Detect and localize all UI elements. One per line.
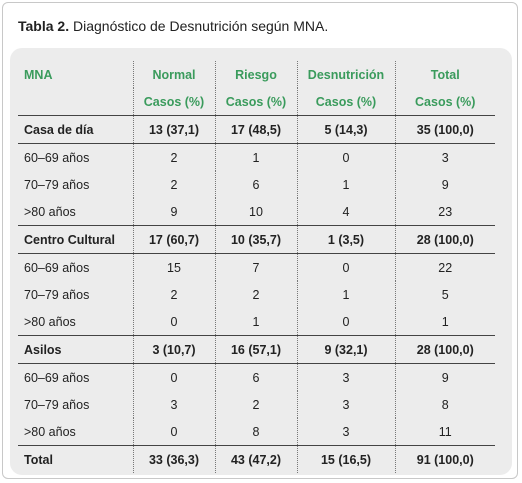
cell: 0 <box>132 363 215 391</box>
cell: 3 (10,7) <box>132 335 215 364</box>
cell: 0 <box>296 253 395 281</box>
data-row: 60–69 años 15 7 0 22 <box>18 253 495 281</box>
cell: 9 <box>394 363 495 391</box>
cell: >80 años <box>24 424 76 439</box>
cell: 1 <box>214 143 297 171</box>
cell: 35 (100,0) <box>394 115 495 144</box>
cell: 7 <box>214 253 297 281</box>
data-row: 70–79 años 3 2 3 8 <box>18 391 495 418</box>
cell: 1 <box>296 171 395 198</box>
total-row: Total 33 (36,3) 43 (47,2) 15 (16,5) 91 (100,… <box>18 445 495 473</box>
cell: 28 (100,0) <box>394 335 495 364</box>
subheader-cell: Casos (%) <box>296 88 395 116</box>
header-cell: Desnutrición <box>296 61 395 88</box>
cell: 2 <box>214 391 297 418</box>
header-cell: Riesgo <box>214 61 297 88</box>
cell: 3 <box>132 391 215 418</box>
cell: 3 <box>296 363 395 391</box>
group-row: Centro Cultural 17 (60,7) 10 (35,7) 1 (3,5)… <box>18 225 495 254</box>
data-row: >80 años 0 1 0 1 <box>18 308 495 336</box>
cell: 60–69 años <box>24 370 90 385</box>
cell: Total <box>18 445 133 473</box>
cell: 11 <box>394 418 495 446</box>
cell: 8 <box>214 418 297 446</box>
cell: 22 <box>394 253 495 281</box>
cell: 6 <box>214 363 297 391</box>
cell: 0 <box>296 308 395 336</box>
group-row: Casa de día 13 (37,1) 17 (48,5) 5 (14,3) 35 … <box>18 115 495 144</box>
cell: 23 <box>394 198 495 226</box>
cell: Asilos <box>18 335 133 364</box>
subheader-cell: Casos (%) <box>132 88 215 116</box>
cell: 2 <box>132 171 215 198</box>
cell: 3 <box>296 391 395 418</box>
cell: 8 <box>394 391 495 418</box>
cell: 0 <box>296 143 395 171</box>
cell: 60–69 años <box>24 260 90 275</box>
cell: 70–79 años <box>24 287 90 302</box>
data-row: 60–69 años 2 1 0 3 <box>18 143 495 171</box>
cell: 43 (47,2) <box>214 445 297 473</box>
table-caption: Tabla 2. Diagnóstico de Desnutrición seg… <box>18 18 328 34</box>
cell: 9 <box>394 171 495 198</box>
caption-label: Tabla 2. <box>18 18 70 34</box>
cell: 70–79 años <box>24 397 90 412</box>
data-row: 70–79 años 2 6 1 9 <box>18 171 495 198</box>
subheader-row: Casos (%) Casos (%) Casos (%) Casos (%) <box>18 88 495 116</box>
cell: 17 (60,7) <box>132 225 215 254</box>
cell: >80 años <box>24 314 76 329</box>
cell: 0 <box>132 308 215 336</box>
cell: 15 (16,5) <box>296 445 395 473</box>
frame <box>2 2 518 479</box>
cell: 28 (100,0) <box>394 225 495 254</box>
cell: 4 <box>296 198 395 226</box>
cell: 3 <box>394 143 495 171</box>
cell: 33 (36,3) <box>132 445 215 473</box>
header-cell: Total <box>394 61 495 88</box>
cell: 60–69 años <box>24 150 90 165</box>
cell: 6 <box>214 171 297 198</box>
cell: 0 <box>132 418 215 446</box>
empty-cell <box>18 88 133 116</box>
header-row: MNA Normal Riesgo Desnutrición Total <box>18 61 495 88</box>
cell: Casa de día <box>18 115 133 144</box>
cell: 2 <box>214 281 297 308</box>
cell: 9 <box>132 198 215 226</box>
cell: Centro Cultural <box>18 225 133 254</box>
subheader-cell: Casos (%) <box>214 88 297 116</box>
cell: 70–79 años <box>24 177 90 192</box>
header-cell: MNA <box>24 67 53 82</box>
subheader-cell: Casos (%) <box>394 88 495 116</box>
cell: 2 <box>132 281 215 308</box>
caption-text: Diagnóstico de Desnutrición según MNA. <box>72 18 329 34</box>
cell: 1 <box>214 308 297 336</box>
cell: 1 <box>394 308 495 336</box>
header-cell: Normal <box>132 61 215 88</box>
table: MNA Normal Riesgo Desnutrición Total Casos (%… <box>18 61 495 473</box>
cell: 15 <box>132 253 215 281</box>
cell: 3 <box>296 418 395 446</box>
cell: 9 (32,1) <box>296 335 395 364</box>
cell: 16 (57,1) <box>214 335 297 364</box>
data-row: >80 años 9 10 4 23 <box>18 198 495 226</box>
data-row: 60–69 años 0 6 3 9 <box>18 363 495 391</box>
cell: 10 (35,7) <box>214 225 297 254</box>
group-row: Asilos 3 (10,7) 16 (57,1) 9 (32,1) 28 (100,0… <box>18 335 495 364</box>
cell: 5 (14,3) <box>296 115 395 144</box>
cell: 91 (100,0) <box>394 445 495 473</box>
data-row: 70–79 años 2 2 1 5 <box>18 281 495 308</box>
cell: >80 años <box>24 204 76 219</box>
cell: 17 (48,5) <box>214 115 297 144</box>
cell: 1 (3,5) <box>296 225 395 254</box>
cell: 10 <box>214 198 297 226</box>
cell: 2 <box>132 143 215 171</box>
cell: 5 <box>394 281 495 308</box>
data-row: >80 años 0 8 3 11 <box>18 418 495 446</box>
cell: 13 (37,1) <box>132 115 215 144</box>
cell: 1 <box>296 281 395 308</box>
